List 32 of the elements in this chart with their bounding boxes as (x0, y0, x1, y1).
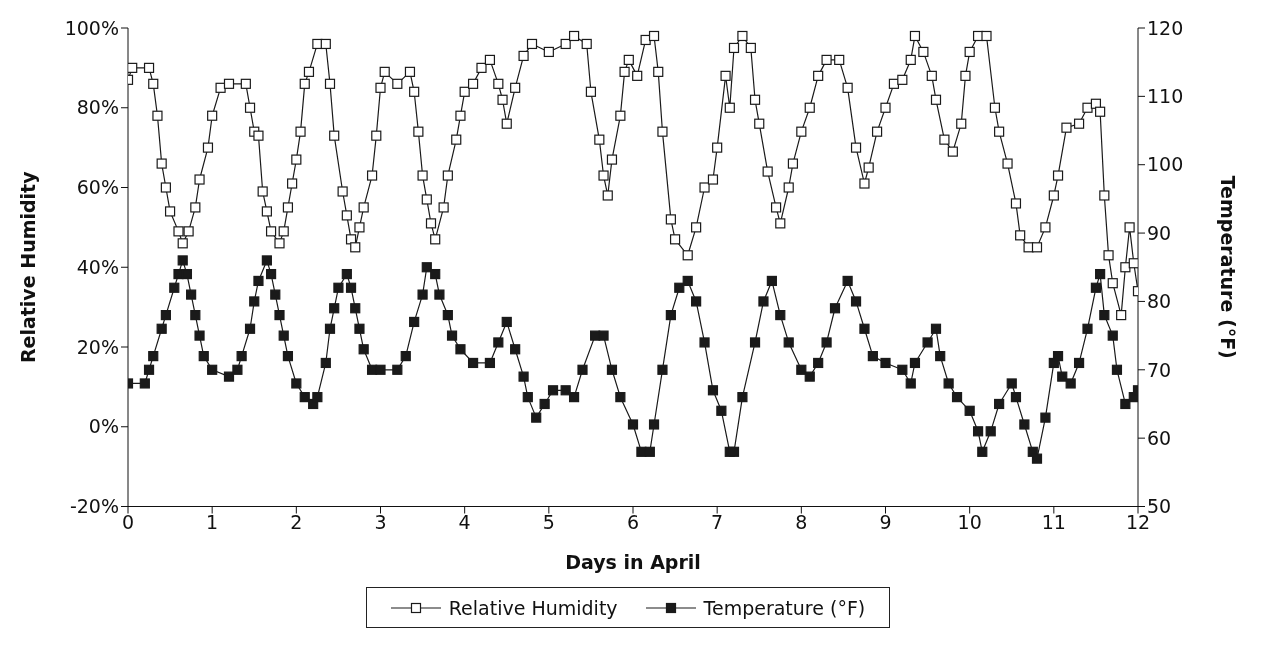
x-tick-label: 11 (1041, 510, 1066, 533)
x-tick-label: 0 (121, 510, 135, 533)
y-axis-title: Relative Humidity (16, 170, 39, 364)
y2-tick-label: 60 (1147, 426, 1172, 449)
y2-tick-label: 90 (1147, 221, 1172, 244)
y2-tick-label: 120 (1147, 16, 1184, 39)
y2-tick-label: 80 (1147, 290, 1172, 313)
y2-tick-label: 70 (1147, 358, 1172, 381)
x-tick-label: 2 (290, 510, 303, 533)
y-tick-label: 40% (76, 255, 119, 278)
x-tick-label: 10 (957, 510, 982, 533)
y-tick-label: 20% (76, 335, 119, 358)
x-tick-label: 6 (626, 510, 640, 533)
x-tick-label: 5 (542, 510, 555, 533)
y2-tick-label: 100 (1147, 153, 1184, 176)
y-tick-label: 100% (64, 16, 119, 39)
x-tick-label: 7 (711, 510, 724, 533)
x-tick-label: 3 (374, 510, 387, 533)
y-tick-label: -20% (69, 495, 119, 518)
y2-tick-label: 110 (1147, 85, 1184, 108)
x-axis-title: Days in April (565, 550, 701, 573)
y-tick-label: 0% (88, 415, 119, 438)
y-tick-label: 60% (76, 176, 119, 199)
x-tick-label: 1 (206, 510, 219, 533)
legend-label: Temperature (°F) (703, 597, 866, 619)
y-tick-label: 80% (76, 96, 119, 119)
x-tick-label: 9 (879, 510, 892, 533)
x-tick-label: 8 (795, 510, 808, 533)
y2-tick-label: 50 (1147, 495, 1172, 518)
y2-axis-title: Temperature (°F) (1217, 175, 1240, 359)
x-tick-label: 4 (458, 510, 471, 533)
legend-label: Relative Humidity (448, 597, 618, 619)
